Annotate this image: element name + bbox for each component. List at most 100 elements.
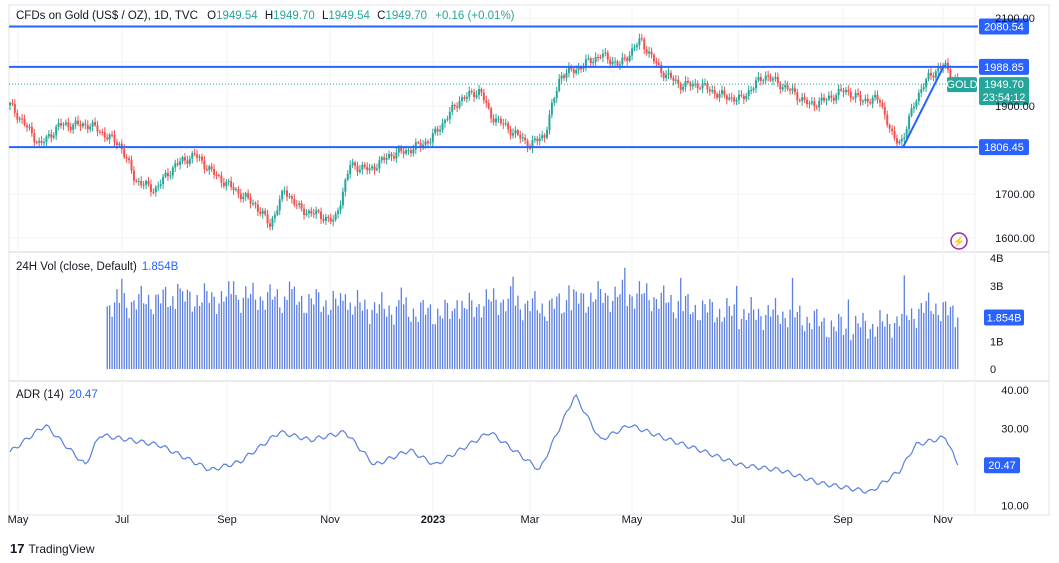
volume-bar <box>466 309 468 369</box>
candle <box>691 80 694 90</box>
volume-bar <box>485 289 487 369</box>
candle <box>898 139 901 146</box>
candle <box>917 89 920 106</box>
candle-body <box>468 90 471 97</box>
candle-body <box>103 132 106 138</box>
candle <box>388 150 391 160</box>
candle <box>823 93 826 104</box>
candle <box>524 134 527 145</box>
candle-body <box>18 118 21 120</box>
candle <box>220 171 223 188</box>
candle <box>502 118 505 130</box>
candle-body <box>111 134 114 136</box>
candle <box>55 124 58 140</box>
candle-body <box>519 134 522 139</box>
candle-body <box>740 94 743 96</box>
adr-tick-label: 10.00 <box>1001 501 1029 513</box>
candle-body <box>772 78 775 81</box>
tradingview-logo[interactable]: 17 TradingView <box>10 541 95 556</box>
candle-body <box>657 63 660 65</box>
candle <box>558 74 561 93</box>
volume-bar <box>585 312 587 369</box>
candle <box>249 193 252 209</box>
candle <box>210 162 213 172</box>
candle-body <box>456 106 459 108</box>
volume-legend-value: 1.854B <box>141 261 179 273</box>
candle <box>699 86 702 90</box>
candle <box>650 47 653 59</box>
candle <box>932 72 935 82</box>
candle-body <box>378 160 381 169</box>
volume-bar <box>427 307 429 369</box>
candle <box>441 118 444 133</box>
candle-body <box>293 198 296 205</box>
volume-bar <box>388 305 390 369</box>
volume-bar <box>699 320 701 369</box>
candle <box>915 99 918 110</box>
candle-body <box>808 103 811 105</box>
candle-body <box>908 115 911 130</box>
candle <box>881 99 884 109</box>
volume-bar <box>325 300 327 369</box>
volume-bar <box>514 305 517 369</box>
candle-body <box>570 66 573 70</box>
candle <box>225 179 228 191</box>
candle <box>470 88 473 95</box>
volume-bar <box>879 309 881 369</box>
candle <box>86 120 89 134</box>
volume-bar <box>619 294 621 369</box>
candle-body <box>217 175 220 177</box>
candle <box>679 81 682 94</box>
candle <box>179 157 182 170</box>
candle-body <box>363 164 366 167</box>
volume-bar <box>208 302 210 369</box>
candle-body <box>271 218 274 227</box>
candle <box>434 126 437 136</box>
candle <box>113 130 116 147</box>
volume-bar <box>308 293 310 369</box>
candle-body <box>631 48 634 56</box>
candle <box>857 88 860 98</box>
candle <box>922 83 925 92</box>
candle-body <box>43 142 46 144</box>
candle-body <box>840 88 843 91</box>
candle <box>648 46 651 58</box>
volume-bar <box>706 312 709 369</box>
candle <box>750 85 753 95</box>
volume-bar <box>407 316 410 369</box>
candle <box>356 161 359 177</box>
volume-bar <box>130 301 133 369</box>
volume-bar <box>874 336 876 369</box>
candle <box>303 204 306 220</box>
candle <box>329 213 332 225</box>
volume-bar <box>957 317 959 369</box>
candle <box>538 133 541 146</box>
candle <box>820 92 823 105</box>
volume-bar <box>405 297 407 369</box>
candle <box>614 57 617 67</box>
candle <box>193 148 196 157</box>
volume-bar <box>395 306 398 369</box>
volume-bar <box>432 324 434 369</box>
candle-body <box>891 128 894 132</box>
volume-bar <box>636 293 638 369</box>
candle-body <box>254 203 257 205</box>
candle-body <box>26 125 29 128</box>
candle <box>893 126 896 141</box>
candle <box>191 150 194 164</box>
candle-body <box>672 77 675 81</box>
candle <box>383 153 386 164</box>
candle <box>682 83 685 93</box>
symbol-title: CFDs on Gold (US$ / OZ), 1D, TVC <box>16 10 198 22</box>
volume-bar <box>160 303 162 369</box>
candle-body <box>329 217 332 222</box>
candle-body <box>776 76 779 84</box>
candle <box>713 85 716 99</box>
volume-bar <box>184 301 186 369</box>
volume-bar <box>247 298 249 369</box>
candle <box>514 126 517 138</box>
candle-body <box>512 133 515 136</box>
candle-body <box>655 61 658 64</box>
volume-bar <box>709 299 711 369</box>
